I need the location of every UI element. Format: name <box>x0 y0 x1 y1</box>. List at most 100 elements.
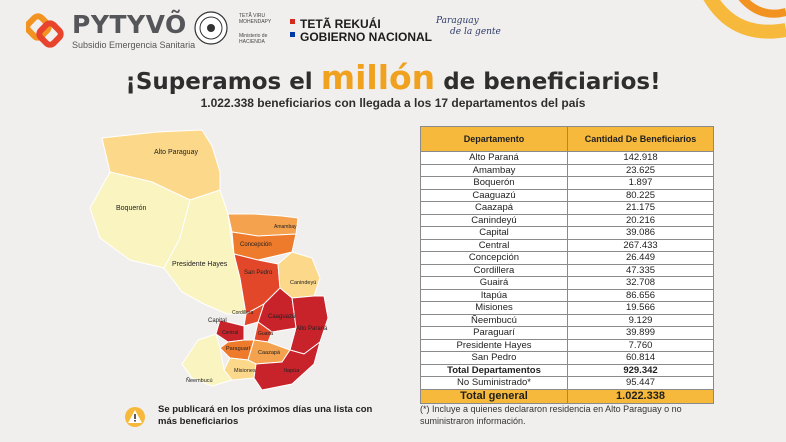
beneficiaries-cell: 142.918 <box>567 151 714 165</box>
ministry-line-2: Ministerio de HACIENDA <box>239 33 268 45</box>
table-row: Paraguarí 39.899 <box>420 326 714 340</box>
table-row: Ñeembucú 9.129 <box>420 313 714 327</box>
corner-decoration <box>703 0 786 39</box>
map-label-amambay: Amambay <box>274 224 297 230</box>
notice-text: Se publicará en los próximos días una li… <box>158 404 373 427</box>
table-row: Amambay 23.625 <box>420 163 714 177</box>
map-label-paraguari: Paraguarí <box>226 346 251 352</box>
slogan: Paraguay de la gente <box>436 16 506 38</box>
ministry-text: TETÃ VIRU MOHENDAPY Ministerio de HACIEN… <box>239 13 279 45</box>
map-label-cordillera: Cordillera <box>232 310 254 316</box>
title-highlight: millón <box>320 58 436 97</box>
table-row: Caazapá 21.175 <box>420 201 714 215</box>
department-cell: Central <box>420 238 568 252</box>
beneficiaries-cell: 1.897 <box>567 176 714 190</box>
table-row: Capital 39.086 <box>420 226 714 240</box>
ministry-line-1: TETÃ VIRU MOHENDAPY <box>239 13 272 25</box>
table-body: Alto Paraná 142.918 Amambay 23.625 Boquerón 1… <box>420 151 714 404</box>
slogan-line-1: Paraguay <box>436 16 479 26</box>
beneficiaries-cell: 23.625 <box>567 163 714 177</box>
map-label-san-pedro: San Pedro <box>244 270 273 276</box>
table-row: Boquerón 1.897 <box>420 176 714 190</box>
map-label-itapua: Itapúa <box>284 368 300 374</box>
map-label-guaira: Guairá <box>258 331 273 337</box>
department-cell: San Pedro <box>420 351 568 365</box>
column-header-cantidad: Cantidad De Beneficiarios <box>567 126 714 152</box>
table-row: Presidente Hayes 7.760 <box>420 338 714 352</box>
department-cell: Itapúa <box>420 288 568 302</box>
department-cell: Caazapá <box>420 201 568 215</box>
department-cell: Capital <box>420 226 568 240</box>
slogan-line-2: de la gente <box>450 27 501 37</box>
department-cell: Concepción <box>420 251 568 265</box>
department-cell: Misiones <box>420 301 568 315</box>
department-cell: Ñeembucú <box>420 313 568 327</box>
total-departamentos-value: 929.342 <box>567 363 714 377</box>
map-label-misiones: Misiones <box>234 368 256 374</box>
map-label-caazapa: Caazapá <box>258 350 281 356</box>
logo-subtitle: Subsidio Emergencia Sanitaria <box>72 40 196 50</box>
map-label-boqueron: Boquerón <box>116 205 146 212</box>
beneficiaries-cell: 7.760 <box>567 338 714 352</box>
beneficiaries-cell: 19.566 <box>567 301 714 315</box>
department-cell: Amambay <box>420 163 568 177</box>
header: PYTYVÕ Subsidio Emergencia Sanitaria TET… <box>0 0 786 58</box>
department-cell: Canindeyú <box>420 213 568 227</box>
table-row: Cordillera 47.335 <box>420 263 714 277</box>
logo-name: PYTYVÕ <box>72 10 187 39</box>
total-general-label: Total general <box>420 388 568 404</box>
footnote: (*) Incluye a quienes declararon residen… <box>420 404 682 426</box>
table-row: Misiones 19.566 <box>420 301 714 315</box>
no-suministrado-row: No Suministrado* 95.447 <box>420 376 714 390</box>
department-cell: Boquerón <box>420 176 568 190</box>
national-seal-icon <box>194 11 228 45</box>
map-label-central: Central <box>222 330 238 336</box>
department-cell: Alto Paraná <box>420 151 568 165</box>
title-prefix: ¡Superamos el <box>125 69 321 95</box>
flag-red-mark <box>290 19 295 24</box>
table-header-row: Departamento Cantidad De Beneficiarios <box>420 126 714 152</box>
map-label-caaguazu: Caaguazú <box>268 314 295 320</box>
region-itapua <box>253 340 321 391</box>
region-presidente-hayes <box>163 189 247 315</box>
beneficiaries-cell: 26.449 <box>567 251 714 265</box>
beneficiaries-cell: 80.225 <box>567 188 714 202</box>
no-suministrado-label: No Suministrado* <box>420 376 568 390</box>
map-label-canindeyu: Canindeyú <box>290 280 316 286</box>
beneficiaries-cell: 21.175 <box>567 201 714 215</box>
table-row: Concepción 26.449 <box>420 251 714 265</box>
beneficiaries-cell: 86.656 <box>567 288 714 302</box>
department-cell: Guairá <box>420 276 568 290</box>
total-departamentos-label: Total Departamentos <box>420 363 568 377</box>
table-row: Central 267.433 <box>420 238 714 252</box>
map-label-capital: Capital <box>208 318 227 324</box>
beneficiaries-cell: 39.899 <box>567 326 714 340</box>
title-suffix: de beneficiarios! <box>435 69 661 95</box>
page-title: ¡Superamos el millón de beneficiarios! <box>0 60 786 100</box>
no-suministrado-value: 95.447 <box>567 376 714 390</box>
page-subtitle: 1.022.338 beneficiarios con llegada a lo… <box>200 96 586 110</box>
map-label-alto-parana: Alto Paraná <box>296 326 328 332</box>
beneficiaries-cell: 47.335 <box>567 263 714 277</box>
department-cell: Presidente Hayes <box>420 338 568 352</box>
beneficiaries-cell: 267.433 <box>567 238 714 252</box>
department-cell: Caaguazú <box>420 188 568 202</box>
column-header-departamento: Departamento <box>420 126 568 152</box>
beneficiaries-cell: 32.708 <box>567 276 714 290</box>
table-row: Alto Paraná 142.918 <box>420 151 714 165</box>
department-cell: Paraguarí <box>420 326 568 340</box>
total-general-row: Total general 1.022.338 <box>420 388 714 404</box>
beneficiaries-cell: 20.216 <box>567 213 714 227</box>
region-neembucu <box>181 333 233 387</box>
map-label-neembucu: Ñeembucú <box>186 377 213 384</box>
beneficiaries-cell: 39.086 <box>567 226 714 240</box>
map-label-presidente-hayes: Presidente Hayes <box>172 261 228 268</box>
warning-icon <box>125 407 145 427</box>
map-label-alto-paraguay: Alto Paraguay <box>154 149 198 156</box>
table-row: San Pedro 60.814 <box>420 351 714 365</box>
table-row: Canindeyú 20.216 <box>420 213 714 227</box>
paraguay-map: Alto Paraguay Boquerón Presidente Hayes … <box>89 129 329 391</box>
flag-blue-mark <box>290 32 295 37</box>
total-general-value: 1.022.338 <box>567 388 714 404</box>
government-line-2: GOBIERNO NACIONAL <box>300 30 432 44</box>
